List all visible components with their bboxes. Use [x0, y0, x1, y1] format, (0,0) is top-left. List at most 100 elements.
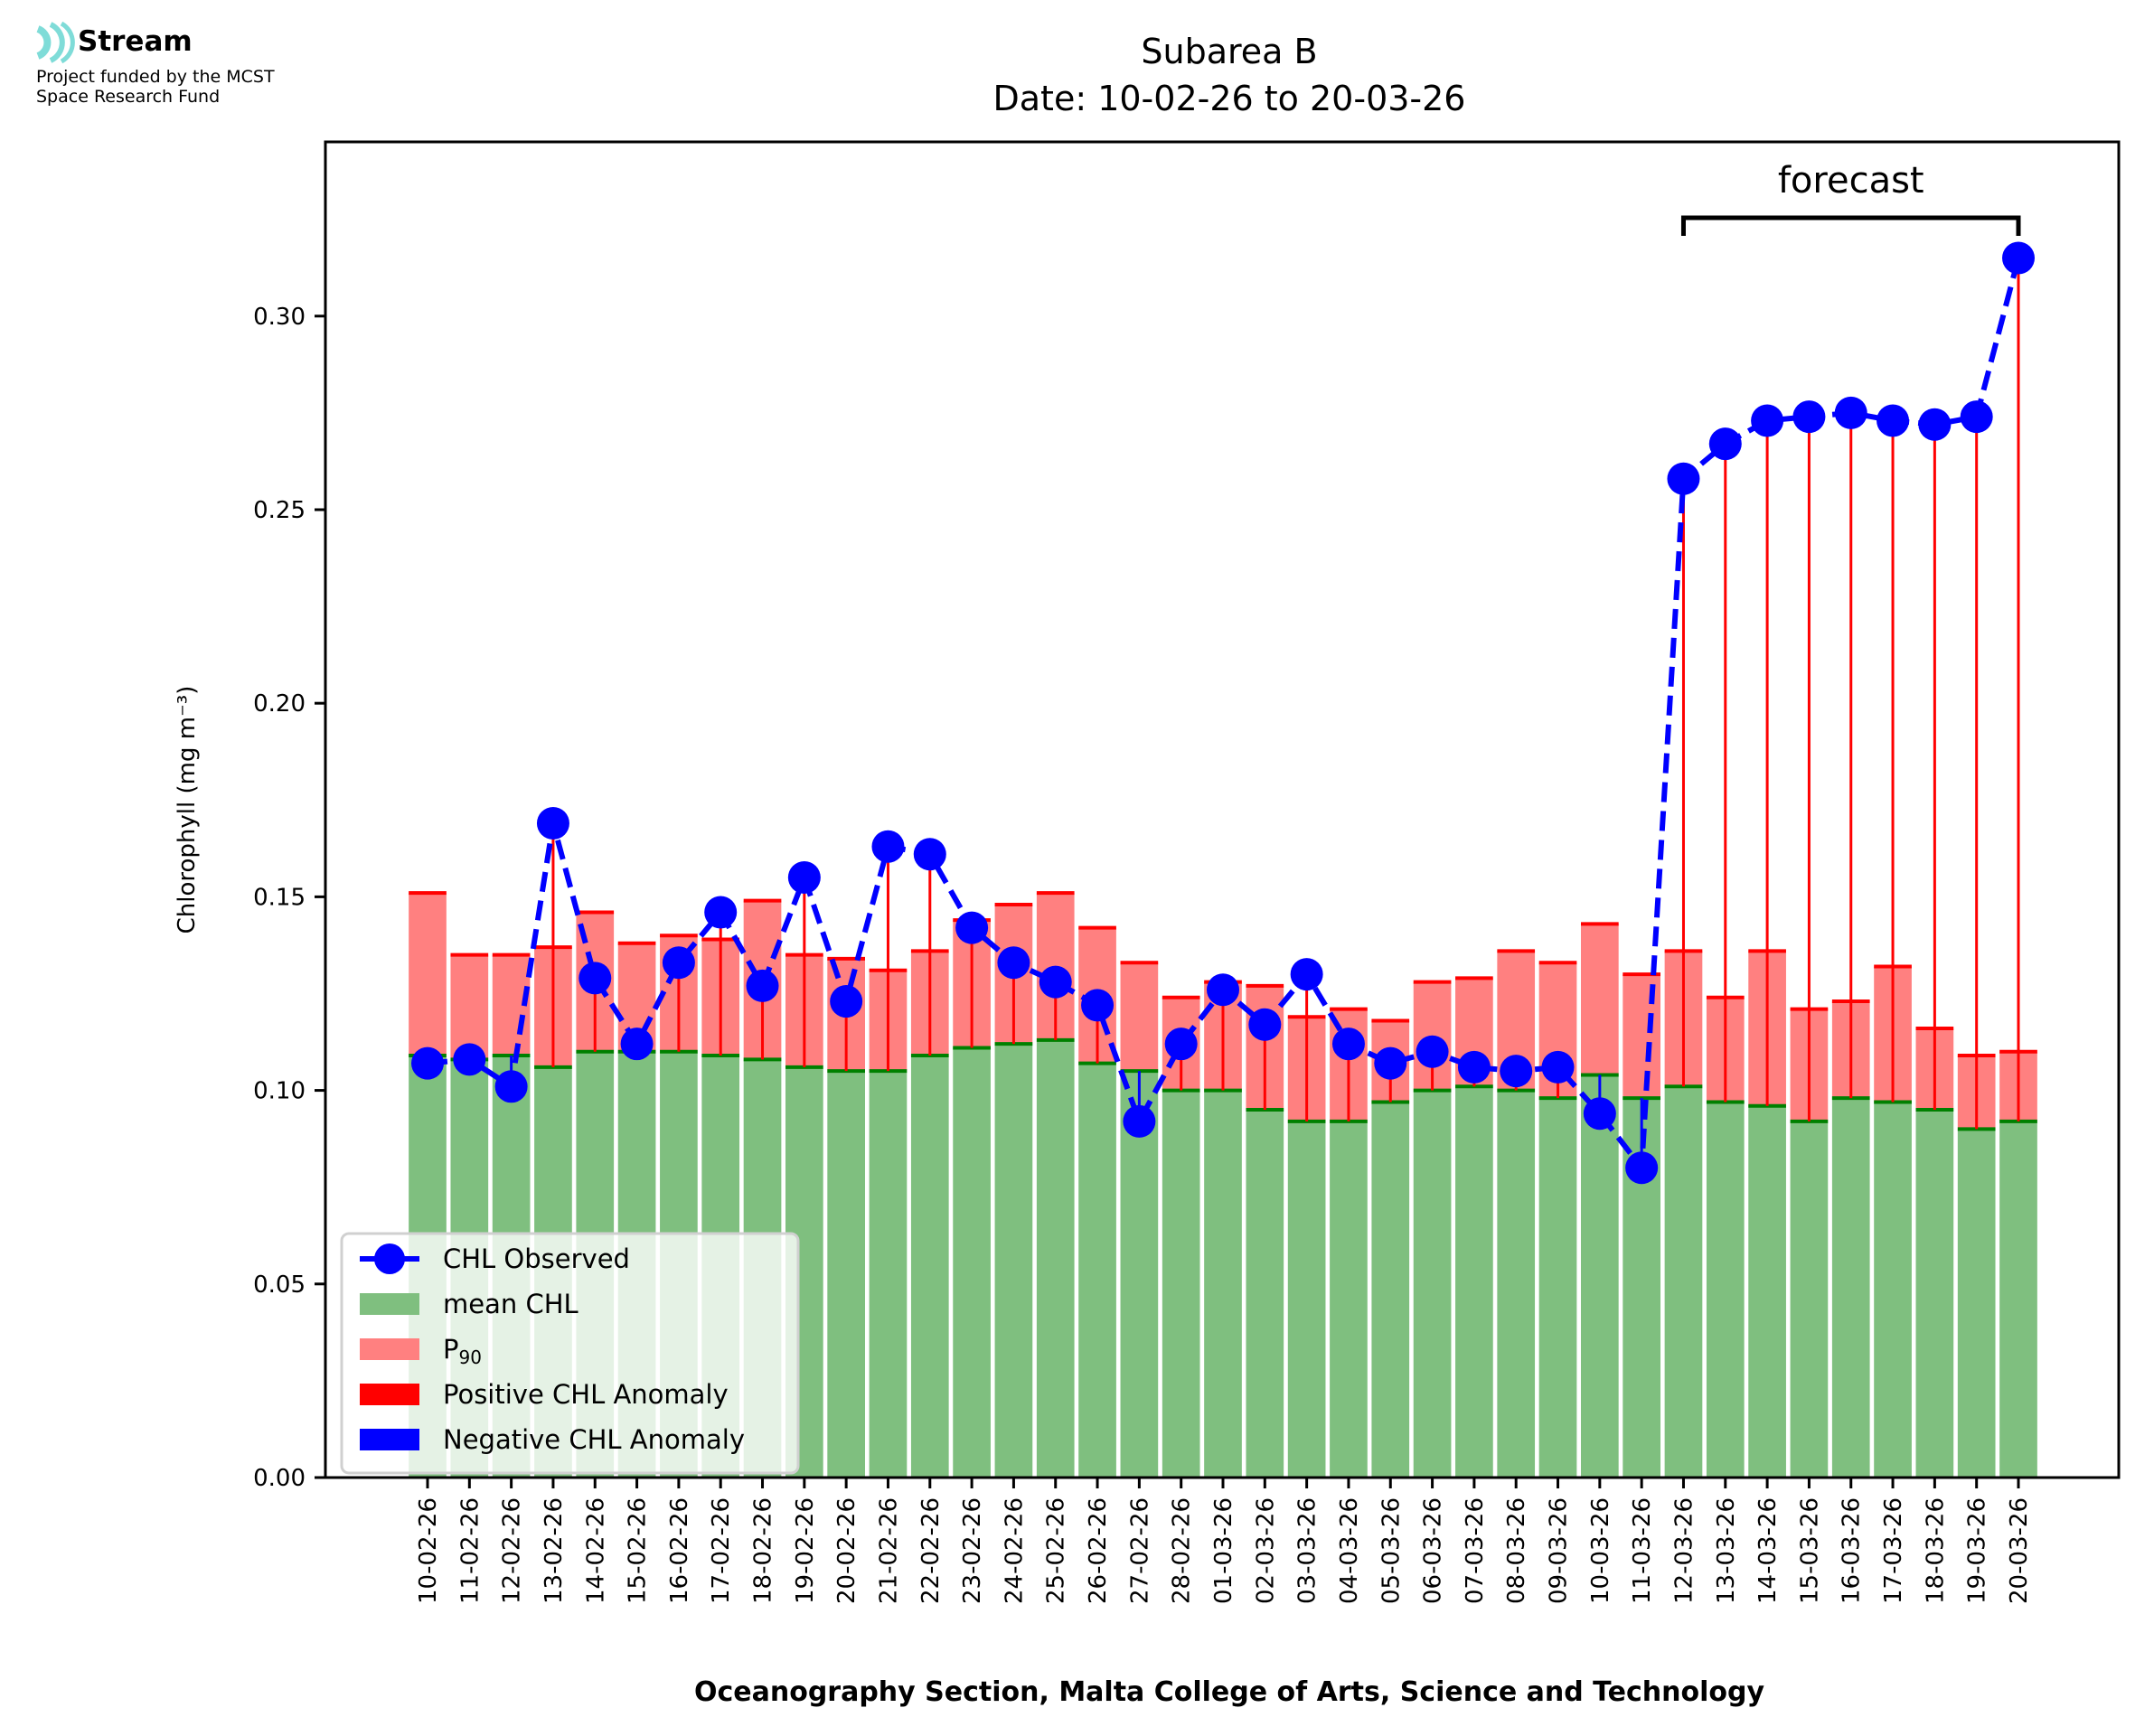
mean-bar [1497, 1090, 1536, 1478]
mean-bar [1748, 1105, 1786, 1478]
x-tick-label: 03-03-26 [1294, 1497, 1322, 1604]
mean-bar [1413, 1090, 1452, 1478]
observed-point [536, 806, 569, 840]
observed-point [1081, 989, 1115, 1022]
x-tick-label: 16-02-26 [666, 1497, 693, 1604]
mean-bar [1287, 1121, 1326, 1478]
observed-point [1457, 1050, 1491, 1084]
p90-bar [450, 954, 489, 1060]
x-tick-label: 18-02-26 [750, 1497, 777, 1604]
legend-swatch [360, 1429, 419, 1450]
mean-bar [1078, 1063, 1116, 1478]
x-tick-label: 11-02-26 [456, 1497, 484, 1604]
observed-point [1207, 973, 1239, 1007]
mean-bar [1790, 1121, 1829, 1478]
observed-point [1625, 1151, 1659, 1185]
mean-bar [1664, 1086, 1703, 1478]
y-axis: 0.00 0.05 0.10 0.15 0.20 0.25 0.30 [253, 304, 325, 1492]
y-tick-label: 0.00 [253, 1465, 306, 1492]
mean-bar [1957, 1129, 1996, 1478]
stream-logo-icon [34, 22, 76, 63]
observed-point [1123, 1104, 1156, 1138]
observed-point [662, 946, 695, 980]
observed-point [2002, 241, 2035, 275]
observed-point [1792, 400, 1826, 434]
x-tick-label: 12-02-26 [499, 1497, 526, 1604]
logo-subtitle-line2: Space Research Fund [36, 87, 221, 107]
p90-bar [1581, 924, 1619, 1075]
observed-point [871, 830, 905, 863]
observed-point [1667, 462, 1700, 495]
observed-point [411, 1046, 444, 1080]
x-tick-label: 27-02-26 [1126, 1497, 1153, 1604]
chart-subtitle: Date: 10-02-26 to 20-03-26 [993, 79, 1466, 118]
observed-point [1416, 1035, 1449, 1068]
x-tick-label: 22-02-26 [917, 1497, 945, 1604]
x-tick-label: 26-02-26 [1085, 1497, 1112, 1604]
x-tick-label: 10-02-26 [415, 1497, 442, 1604]
x-tick-label: 06-03-26 [1420, 1497, 1447, 1604]
x-tick-label: 19-03-26 [1964, 1497, 1991, 1604]
chart-title: Subarea B [1141, 32, 1317, 71]
x-tick-label: 17-02-26 [708, 1497, 735, 1604]
y-tick-label: 0.15 [253, 884, 306, 911]
mean-bar [1999, 1121, 2037, 1478]
forecast-annotation: forecast [1680, 160, 2021, 236]
legend-swatch [360, 1293, 419, 1315]
x-tick-label: 19-02-26 [792, 1497, 819, 1604]
x-tick-label: 25-02-26 [1043, 1497, 1070, 1604]
logo-subtitle-line1: Project funded by the MCST [36, 67, 275, 87]
y-tick-label: 0.10 [253, 1078, 306, 1105]
observed-point [1248, 1008, 1282, 1041]
x-tick-label: 18-03-26 [1922, 1497, 1949, 1604]
observed-point [1331, 1028, 1365, 1061]
mean-bar [1455, 1086, 1493, 1478]
x-tick-label: 09-03-26 [1546, 1497, 1573, 1604]
x-tick-label: 05-03-26 [1378, 1497, 1405, 1604]
observed-point [1708, 427, 1742, 461]
x-tick-label: 28-02-26 [1169, 1497, 1196, 1604]
observed-point [578, 962, 612, 995]
observed-point [1751, 404, 1784, 437]
mean-bar [1204, 1090, 1242, 1478]
y-axis-label: Chlorophyll (mg m⁻³) [174, 686, 201, 934]
x-tick-label: 20-02-26 [833, 1497, 861, 1604]
observed-point [1877, 404, 1910, 437]
mean-bar [869, 1071, 908, 1478]
mean-bar [1036, 1039, 1075, 1478]
mean-bar [1874, 1102, 1912, 1478]
x-axis: 10-02-26 11-02-26 12-02-26 13-02-26 14-02-26… [415, 1478, 2033, 1604]
legend-label: mean CHL [443, 1289, 578, 1319]
observed-point [787, 860, 821, 894]
x-tick-label: 16-03-26 [1839, 1497, 1866, 1604]
observed-point [746, 969, 779, 1002]
y-tick-label: 0.30 [253, 304, 306, 331]
y-tick-label: 0.05 [253, 1272, 306, 1299]
legend-marker-swatch [374, 1243, 405, 1274]
observed-point [1918, 408, 1952, 441]
mean-bar [1120, 1071, 1159, 1478]
x-tick-label: 10-03-26 [1587, 1497, 1614, 1604]
observed-point [1834, 396, 1867, 429]
observed-point [997, 946, 1030, 980]
logo-subtitle: Project funded by the MCST Space Researc… [36, 67, 275, 107]
observed-point [955, 911, 989, 944]
legend-label: Negative CHL Anomaly [443, 1424, 745, 1455]
legend-label-subscript: 90 [459, 1347, 482, 1368]
mean-bar [1538, 1098, 1577, 1478]
y-tick-label: 0.20 [253, 690, 306, 718]
x-tick-label: 24-02-26 [1001, 1497, 1028, 1604]
observed-point [1164, 1028, 1198, 1061]
forecast-bracket [1680, 215, 2021, 236]
observed-point [1541, 1050, 1575, 1084]
observed-point [1500, 1055, 1533, 1088]
x-tick-label: 02-03-26 [1252, 1497, 1279, 1604]
x-tick-label: 07-03-26 [1462, 1497, 1489, 1604]
mean-bar [1330, 1121, 1368, 1478]
mean-bar [953, 1047, 991, 1478]
mean-bar [910, 1056, 949, 1478]
legend-label: CHL Observed [443, 1243, 630, 1274]
observed-point [704, 896, 738, 929]
x-tick-label: 15-02-26 [625, 1497, 652, 1604]
